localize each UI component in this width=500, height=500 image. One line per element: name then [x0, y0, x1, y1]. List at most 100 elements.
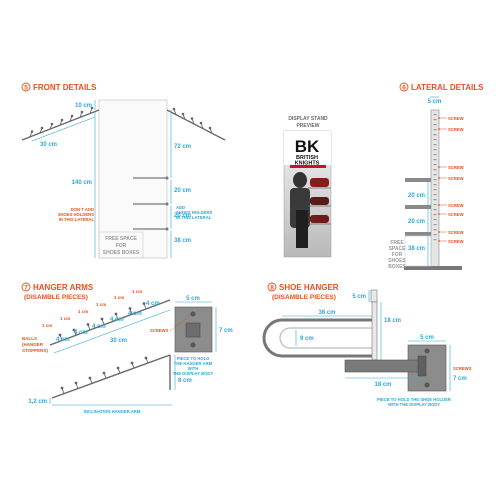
lateral-details-section: 6 LATERAL DETAILS 5 cm [388, 82, 484, 270]
preview-header [284, 131, 331, 165]
screw-label-7: SCREW [448, 230, 464, 235]
pitch-label-6: 4 cm [146, 301, 160, 307]
section-number: 7 [24, 285, 28, 292]
plate-screw-bottom-icon [190, 342, 196, 348]
shoe-note-1: PIECE TO HOLD THE SHOE HOLDER [377, 397, 451, 402]
free-space-box [98, 231, 144, 259]
note-right-1: ADD [176, 205, 185, 210]
hanger-arms-subtitle: (DISAMBLE PIECES) [24, 294, 88, 301]
preview-logo: BK [295, 137, 320, 156]
pitch-label-2: 4 cm [74, 330, 88, 336]
hanger-arm-upper [49, 299, 171, 346]
section-number-badge [21, 82, 31, 92]
hanger-arms-section: 7 HANGER ARMS (DISAMBLE PIECES) 1 cm 1 c… [21, 282, 233, 414]
section-number-badge [21, 282, 31, 292]
shoe-loop-inner [279, 327, 372, 349]
lateral-dim-seg2: 20 cm [408, 219, 425, 225]
lateral-free-3: FOR [392, 252, 403, 258]
left-arm-balls [30, 106, 94, 133]
right-hanger-arm [166, 109, 226, 141]
display-stand-preview: DISPLAY STAND PREVIEW BK BRITISH KNIGHTS [283, 116, 332, 258]
lateral-post-holes [433, 114, 437, 241]
screw-label-6: SCREW [448, 212, 464, 217]
note-left-3: IN THIS LATERAL [59, 217, 95, 222]
front-details-section: 5 FRONT DETAILS FREE SPACE FOR SHOES BOX… [21, 82, 226, 259]
section-number-badge [399, 82, 409, 92]
lateral-details-title: LATERAL DETAILS [411, 83, 484, 92]
shoe-plate-height: 7 cm [453, 376, 467, 382]
right-arm-balls [172, 107, 212, 130]
shoe-hanger-title: SHOE HANGER [279, 283, 339, 292]
screw-label-8: SCREW [448, 239, 464, 244]
pitch-label-3: 4 cm [92, 324, 106, 330]
shoe-tab: 5 cm [352, 294, 366, 300]
lateral-free-1: FREE [390, 240, 404, 246]
lateral-free-5: BOXES [388, 264, 406, 270]
section-number: 5 [24, 85, 28, 92]
lateral-dim-seg1: 20 cm [408, 193, 425, 199]
inclined-arm-pins [61, 357, 149, 394]
spacing-label-2: 1 cm [60, 316, 70, 321]
spacing-label-5: 1 cm [114, 295, 124, 300]
shoe-plate-screw-top-icon [424, 348, 430, 354]
shoe-length: 36 cm [318, 310, 335, 316]
balls-label-1: BALLS [22, 336, 37, 341]
hanger-drop: 8 cm [178, 378, 192, 384]
plate-note-2: THE HANGER ARM [174, 361, 213, 366]
dim-total-height: 140 cm [72, 180, 92, 186]
lateral-free-2: SPACE [389, 246, 407, 252]
shoe-hanger-section: 8 SHOE HANGER (DISAMBLE PIECES) 5 cm 36 … [262, 282, 472, 407]
plate-screws-label: SCREWS [150, 328, 169, 333]
display-body [98, 99, 168, 259]
plate-width: 5 cm [186, 296, 200, 302]
preview-red-band [290, 165, 326, 168]
preview-shoe-2 [310, 197, 329, 205]
lateral-base [404, 266, 462, 270]
hanger-arms-title: HANGER ARMS [33, 283, 94, 292]
screw-label-1: SCREW [448, 116, 464, 121]
pitch-label-5: 4 cm [128, 311, 142, 317]
plate-note-3: WITH [188, 366, 199, 371]
dim-seg3: 20 cm [174, 213, 191, 219]
section-number: 8 [270, 285, 274, 292]
dim-arm-length: 30 cm [40, 142, 57, 148]
preview-shoe-3 [310, 215, 329, 223]
spacing-label-4: 1 cm [96, 302, 106, 307]
shoe-plate-width: 5 cm [420, 335, 434, 341]
lateral-free-space-box [404, 235, 432, 267]
preview-label-1: DISPLAY STAND [288, 116, 328, 122]
shoe-arm-length: 18 cm [374, 382, 391, 388]
shoe-loop [262, 318, 372, 358]
lateral-free-4: SHOES [388, 258, 406, 264]
section-number: 6 [402, 85, 406, 92]
free-space-line-2: FOR [116, 243, 127, 249]
plate-note-4: THE DISPLAY BODY [173, 371, 214, 376]
screw-dots [438, 117, 440, 242]
upper-arm-balls [58, 302, 146, 337]
note-right-3: IN THIS LATERAL [176, 215, 212, 220]
screw-label-2: SCREW [448, 127, 464, 132]
note-right-2: SHOES HOLDERS [176, 210, 213, 215]
preview-brand-1: BRITISH [296, 155, 318, 161]
section-number-badge [267, 282, 277, 292]
plate-screw-top-icon [190, 311, 196, 317]
lateral-dim-top: 5 cm [428, 99, 442, 105]
shoe-arm-bar [344, 359, 426, 373]
shoe-plate-screw-bottom-icon [424, 382, 430, 388]
plate-socket [185, 322, 201, 338]
dim-seg2: 20 cm [174, 188, 191, 194]
shoe-height: 18 cm [384, 318, 401, 324]
preview-label-2: PREVIEW [296, 123, 319, 129]
inclination-label: INCLINATION HANGER ARM [84, 409, 141, 414]
pitch-label-1: 4 cm [56, 337, 70, 343]
dim-top: 10 cm [75, 103, 92, 109]
preview-shelves [308, 187, 331, 225]
shoe-hanger-subtitle: (DISAMBLE PIECES) [272, 294, 336, 301]
dim-seg1: 72 cm [174, 144, 191, 150]
screw-leaders [439, 117, 447, 242]
screw-label-4: SCREW [448, 176, 464, 181]
inclined-arm-balls [60, 356, 148, 390]
preview-brand-2: KNIGHTS [295, 161, 320, 167]
preview-shoe-1 [310, 178, 329, 187]
